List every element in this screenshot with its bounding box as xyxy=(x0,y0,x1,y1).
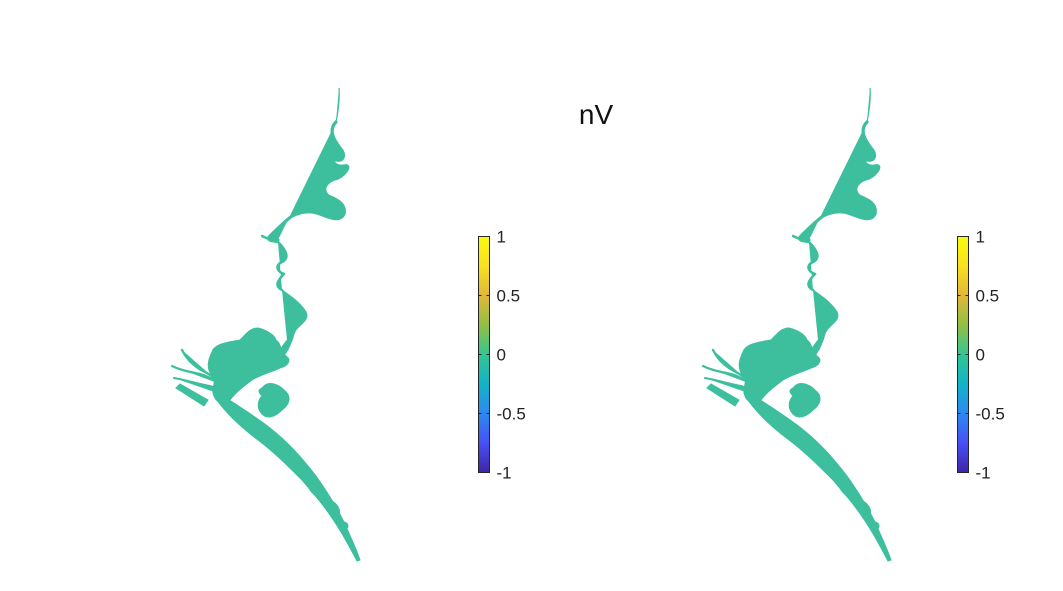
colorbar-tick-label: -1 xyxy=(497,464,512,483)
panel-right: 1 0.5 0 -0.5 -1 xyxy=(701,86,1005,563)
colorbar-tick-label: 0.5 xyxy=(497,287,521,306)
colorbar-tick-label: -0.5 xyxy=(976,405,1005,424)
map-right xyxy=(701,86,893,563)
colorbar-right-ticks: 1 0.5 0 -0.5 -1 xyxy=(957,228,1005,483)
map-left xyxy=(170,86,362,563)
colorbar-tick-label: -0.5 xyxy=(497,405,526,424)
colorbar-left-ticks: 1 0.5 0 -0.5 -1 xyxy=(478,228,526,483)
colorbar-tick-label: 0 xyxy=(497,346,506,365)
colorbar-tick-label: 0.5 xyxy=(976,287,1000,306)
colorbar-tick-label: 1 xyxy=(497,228,506,247)
colorbar-left: 1 0.5 0 -0.5 -1 xyxy=(478,228,526,483)
colorbar-right: 1 0.5 0 -0.5 -1 xyxy=(957,228,1005,483)
colorbar-tick-label: 1 xyxy=(976,228,985,247)
colorbar-tick-label: -1 xyxy=(976,464,991,483)
panel-left: 1 0.5 0 -0.5 -1 xyxy=(170,86,526,563)
figure-title: nV xyxy=(579,99,614,130)
colorbar-tick-label: 0 xyxy=(976,346,985,365)
